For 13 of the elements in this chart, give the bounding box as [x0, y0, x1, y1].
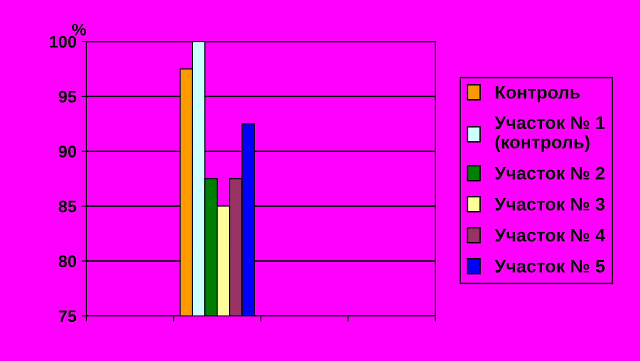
legend-label: Участок № 1 (контроль): [494, 116, 605, 152]
y-tick-label: 100: [50, 36, 76, 48]
legend-label: Контроль: [496, 86, 580, 102]
legend-label: Участок № 5: [494, 260, 605, 273]
y-tick-label: 75: [58, 310, 76, 322]
y-tick-label: 85: [58, 200, 76, 212]
legend-label: Участок № 2: [494, 166, 604, 180]
legend-label: Участок № 4: [494, 228, 606, 242]
y-tick-label: 80: [58, 255, 76, 268]
y-axis-title: %: [72, 24, 86, 36]
legend-label: Участок № 3: [494, 198, 605, 211]
y-tick-label: 90: [58, 146, 76, 158]
y-tick-label: 95: [58, 90, 76, 103]
